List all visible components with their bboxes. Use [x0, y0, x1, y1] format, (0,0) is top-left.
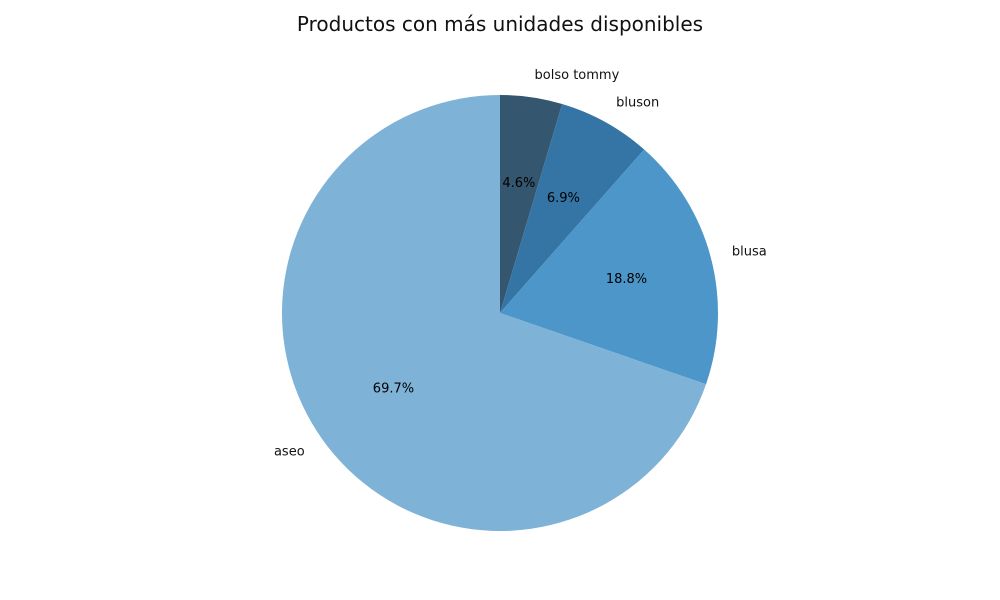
pie-slice-aseo [281, 95, 707, 531]
chart-title: Productos con más unidades disponibles [296, 12, 704, 36]
category-label-bluson: bluson [616, 96, 659, 111]
pct-label-aseo: 69.7% [373, 381, 414, 396]
pie-slice-bluson [500, 104, 645, 313]
category-label-aseo: aseo [274, 445, 305, 460]
category-label-bolso-tommy: bolso tommy [535, 68, 620, 83]
pie-slices [281, 95, 718, 531]
pie-slice-bolso-tommy [500, 95, 563, 313]
pie-labels: 4.6% bolso tommy 6.9% bluson 18.8% blusa 69.7%… [274, 68, 767, 459]
category-label-blusa: blusa [732, 244, 767, 259]
pct-label-bluson: 6.9% [547, 191, 580, 206]
pct-label-bolso-tommy: 4.6% [502, 176, 535, 191]
pie-slice-blusa [500, 149, 718, 385]
pct-label-blusa: 18.8% [606, 272, 647, 287]
